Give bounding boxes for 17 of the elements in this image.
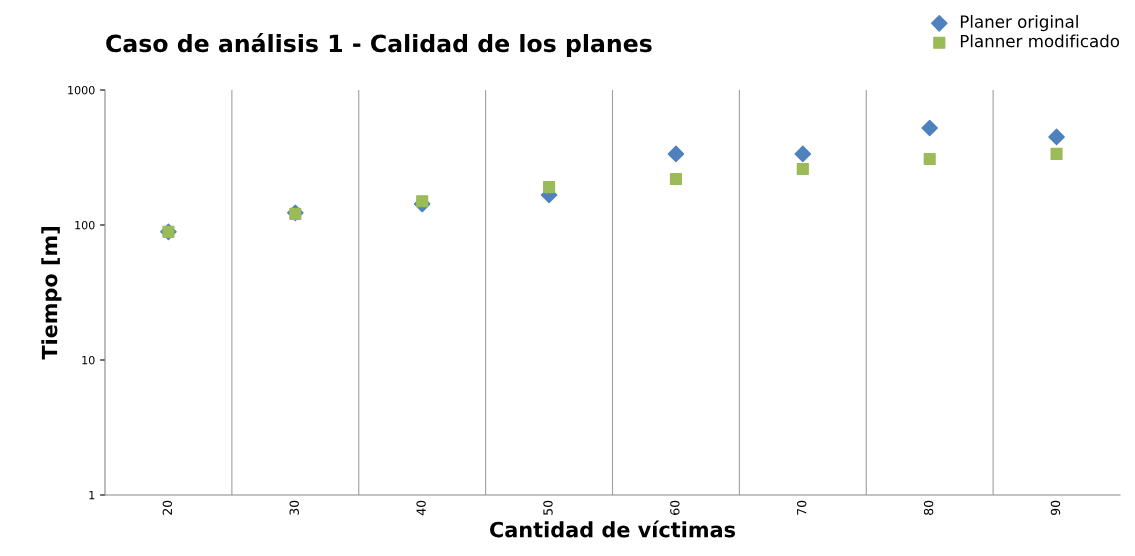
x-tick-label: 90: [1050, 500, 1061, 515]
y-tick-label: 100: [75, 220, 95, 230]
legend-label: Planner modificado: [960, 34, 1120, 48]
legend-label: Planer original: [960, 15, 1078, 32]
x-tick-label: 20: [162, 500, 173, 515]
y-tick-label: 10: [82, 355, 95, 365]
x-tick-label: 70: [796, 500, 807, 515]
x-tick-label: 80: [923, 500, 934, 515]
x-tick-label: 30: [289, 500, 299, 515]
y-tick-label: 1: [89, 491, 95, 500]
x-tick-label: 60: [670, 500, 680, 515]
x-tick-label: 40: [416, 500, 426, 516]
x-tick-label: 50: [543, 500, 553, 515]
y-axis-title: Tiempo [m]: [41, 227, 62, 360]
chart-title: Caso de análisis 1 - Calidad de los planes: [106, 33, 652, 57]
y-tick-label: 1000: [68, 85, 95, 95]
x-axis-title: Cantidad de víctimas: [490, 520, 736, 538]
